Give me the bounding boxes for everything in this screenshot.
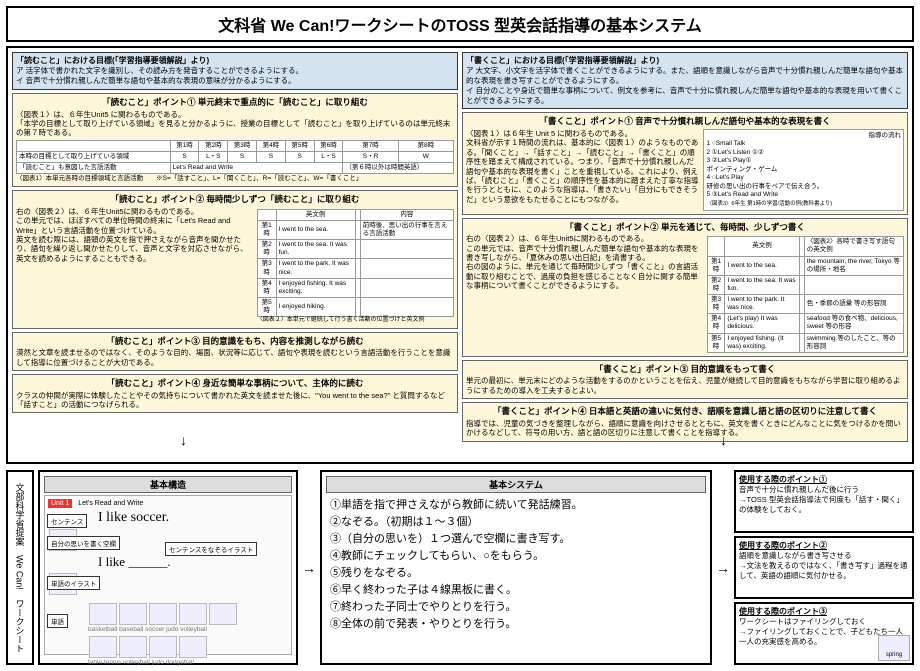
tips-column: 使用する際のポイント① 音声で十分に慣れ親しんだ後に行う →TOSS 型英会話指… — [734, 470, 914, 665]
arrow-right-2: → — [716, 560, 730, 576]
vertical-label: 文部科学省提案 We Can! ワークシート — [6, 470, 34, 665]
structure-box: 基本構造 Unit 1 Let's Read and Write センテンス I… — [38, 470, 298, 665]
arrow-down-right: ↓ — [720, 432, 727, 448]
system-list: ①単語を指で押さえながら教師に続いて発話練習。 ②なぞる。（初期は１〜３個） ③… — [326, 495, 706, 635]
arrow-down-left: ↓ — [180, 432, 187, 448]
page-title: 文科省 We Can!ワークシートのTOSS 型英会話指導の基本システム — [6, 6, 914, 42]
left-point-4: 「読むこと」ポイント④ 身近な簡単な事柄について、主体的に読む クラスの仲間が実… — [12, 374, 458, 413]
right-point-4: 「書くこと」ポイント④ 日本語と英語の違いに気付き、語順を意識し語と語の区切りに… — [462, 402, 908, 441]
bottom-row: 文部科学省提案 We Can! ワークシート 基本構造 Unit 1 Let's… — [6, 470, 914, 665]
left-point-3: 「読むこと」ポイント③ 目的意識をもち、内容を推測しながら読む 漠然と文章を読ま… — [12, 332, 458, 371]
tip-2: 使用する際のポイント② 語順を意識しながら書き写させる →文法を教えるのではなく… — [734, 536, 914, 599]
left-point-2: 「読むこと」ポイント② 毎時間少しずつ「読むこと」に取り組む 右の〈図表２〉は、… — [12, 190, 458, 329]
worksheet: Unit 1 Let's Read and Write センテンス I like… — [44, 495, 292, 655]
system-box: 基本システム ①単語を指で押さえながら教師に続いて発話練習。 ②なぞる。（初期は… — [320, 470, 712, 665]
right-goal: 「書くこと」における目標(「学習指導要領解説」より) ア 大文字、小文字を活字体… — [462, 52, 908, 109]
right-point-1: 「書くこと」ポイント① 音声で十分慣れ親しんだ語句や基本的な表現を書く 〈図表１… — [462, 112, 908, 214]
left-p1-table: 第1時第2時第3時第4時第5時第6時第7時第8時 本時の目標として取り上げている… — [16, 140, 454, 174]
right-column: 「書くこと」における目標(「学習指導要領解説」より) ア 大文字、小文字を活字体… — [462, 52, 908, 458]
tip-3: 使用する際のポイント③ ワークシートはファイリングしておく →ファイリングしてお… — [734, 602, 914, 665]
left-column: 「読むこと」における目標(「学習指導要領解説」より) ア 活字体で書かれた文字を… — [12, 52, 458, 458]
spring-icon: spring — [878, 635, 910, 661]
right-point-2: 「書くこと」ポイント② 単元を通じて、毎時間、少しずつ書く 右の〈図表２〉は、６… — [462, 218, 908, 357]
main-frame: 「読むこと」における目標(「学習指導要領解説」より) ア 活字体で書かれた文字を… — [6, 46, 914, 464]
right-p1-sidebox: 指導の流れ 1 ○Small Talk 2 ①Let's Listen ①② 3… — [703, 129, 904, 211]
arrow-right: → — [302, 560, 316, 576]
sentence-line: I like soccer. — [98, 510, 288, 526]
left-point-1: 「読むこと」ポイント① 単元終末で重点的に「読むこと」に取り組む 〈図表１〉は、… — [12, 93, 458, 187]
right-point-3: 「書くこと」ポイント③ 目的意識をもって書く 単元の最初に、単元末にどのような活… — [462, 360, 908, 399]
left-goal: 「読むこと」における目標(「学習指導要領解説」より) ア 活字体で書かれた文字を… — [12, 52, 458, 90]
left-p2-table: 英文例内容 第1時I went to the sea.前時後、思い出の行事を言え… — [257, 209, 454, 317]
right-p2-table: 英文例〈図表2〉各時で書き写す語句の英文例 第1時I went to the s… — [707, 236, 904, 353]
tip-1: 使用する際のポイント① 音声で十分に慣れ親しんだ後に行う →TOSS 型英会話指… — [734, 470, 914, 533]
